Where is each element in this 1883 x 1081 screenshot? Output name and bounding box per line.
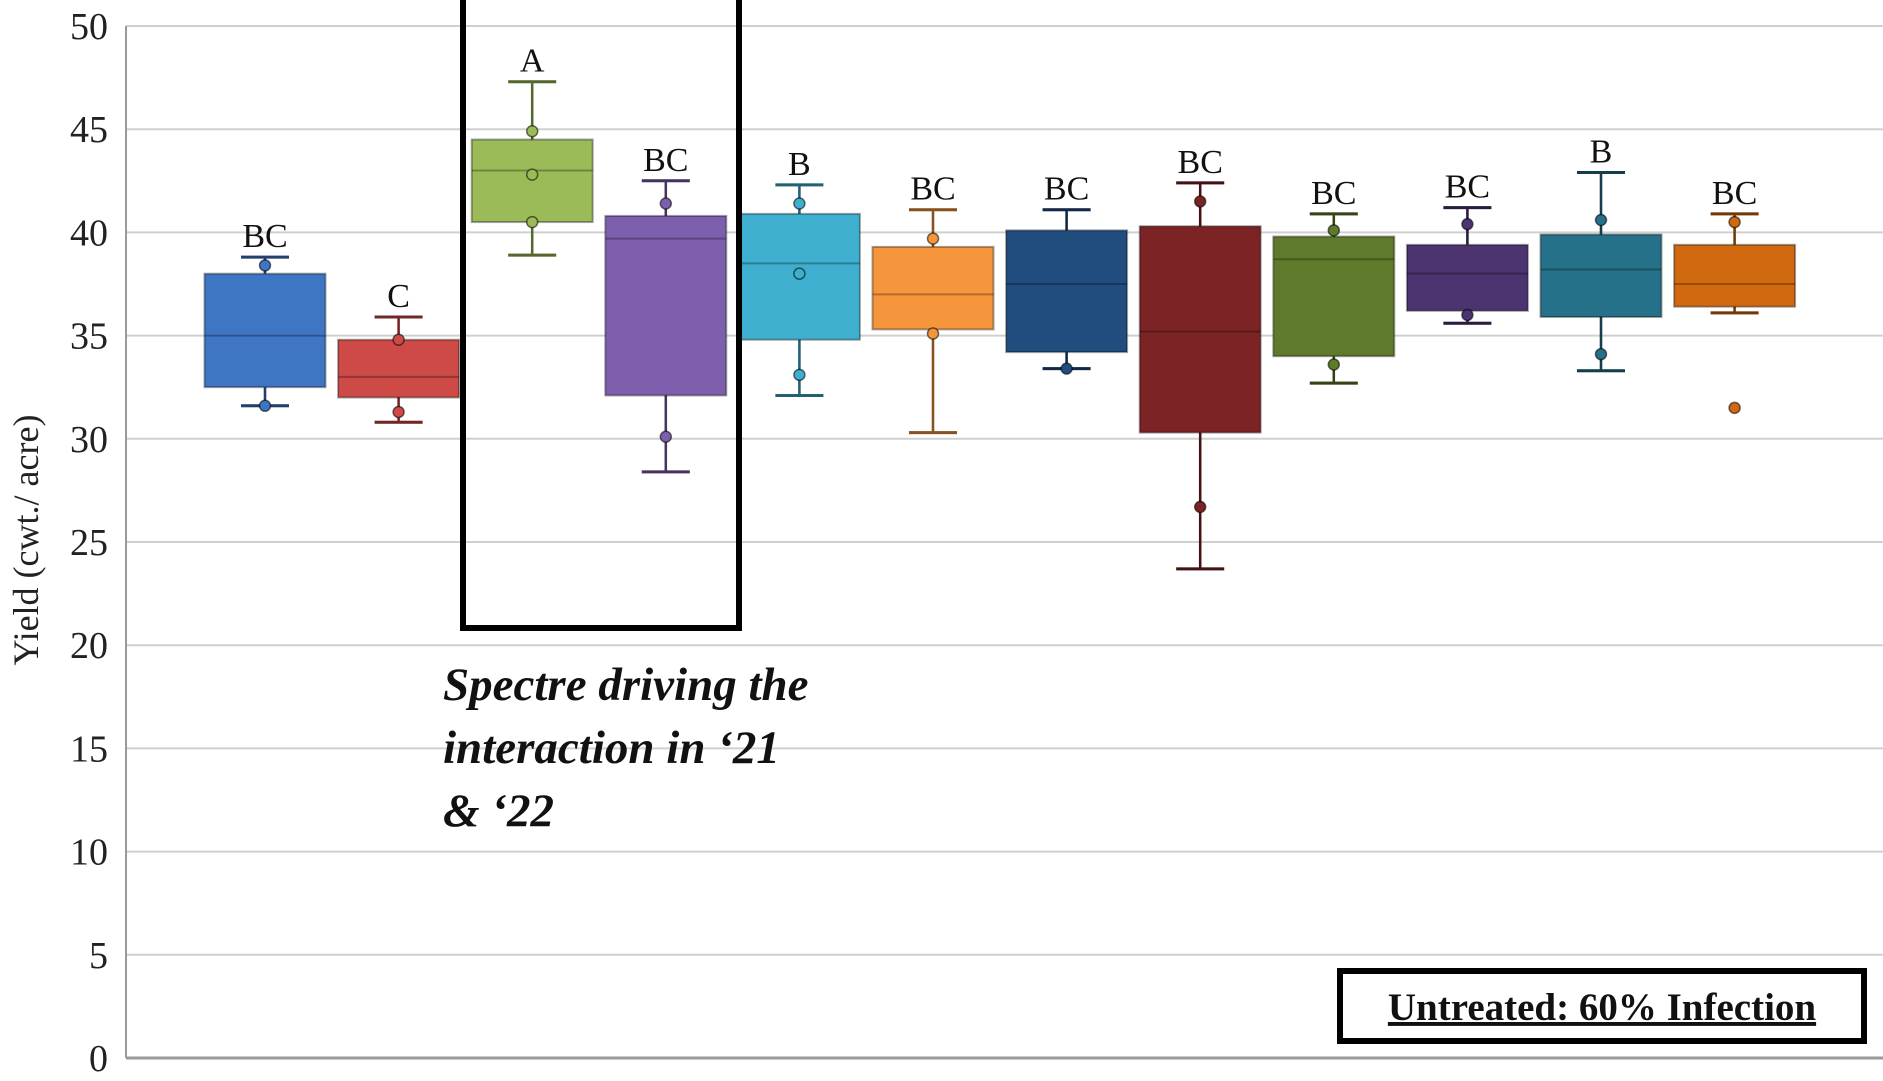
y-axis-ticks: 0 5 10 15 20 25 30 35 40 45 50 xyxy=(70,6,108,1080)
data-point xyxy=(926,327,940,340)
significance-letter: BC xyxy=(1712,175,1757,212)
box-group: BC xyxy=(1138,144,1262,571)
data-point xyxy=(1594,347,1608,361)
box xyxy=(604,214,728,397)
data-point xyxy=(659,197,673,210)
significance-letter: C xyxy=(387,278,410,315)
box-group: BC xyxy=(1405,169,1529,325)
untreated-legend-label: Untreated: 60% Infection xyxy=(1388,986,1817,1029)
box-group: BC xyxy=(871,171,995,435)
y-axis-title: Yield (cwt./ acre) xyxy=(6,415,46,666)
box xyxy=(1405,243,1529,312)
box-group: BC xyxy=(203,218,327,413)
box xyxy=(1539,233,1663,319)
data-point xyxy=(1728,401,1741,415)
data-point xyxy=(525,215,539,229)
data-point xyxy=(392,405,405,419)
y-tick-label: 45 xyxy=(70,109,108,151)
box-group: BC xyxy=(604,142,728,474)
annotation-line-1: Spectre driving the xyxy=(443,659,809,711)
y-tick-label: 15 xyxy=(70,728,108,770)
box xyxy=(337,338,461,399)
data-point xyxy=(258,259,272,272)
highlight-frame xyxy=(460,0,742,631)
box-group: BC xyxy=(1272,175,1396,385)
box xyxy=(1272,235,1396,358)
significance-letter: BC xyxy=(910,171,955,208)
data-point xyxy=(659,430,673,443)
significance-letter: BC xyxy=(1311,175,1356,212)
y-tick-label: 35 xyxy=(70,316,108,358)
annotation-text: Spectre driving the interaction in ‘21 &… xyxy=(443,659,820,837)
data-point xyxy=(525,168,539,181)
box-group: B xyxy=(737,146,861,397)
y-tick-label: 20 xyxy=(70,625,108,667)
data-point xyxy=(793,197,806,210)
y-tick-label: 50 xyxy=(70,6,108,48)
data-point xyxy=(793,368,806,382)
data-point xyxy=(793,267,806,280)
box xyxy=(871,245,995,331)
box-group: BC xyxy=(1005,171,1129,375)
y-tick-label: 30 xyxy=(70,419,108,461)
y-tick-label: 40 xyxy=(70,212,108,254)
data-point xyxy=(1594,213,1608,227)
significance-letter: BC xyxy=(1178,144,1223,181)
box xyxy=(1005,229,1129,354)
untreated-legend-box: Untreated: 60% Infection xyxy=(1337,968,1867,1044)
box-group: BC xyxy=(1673,175,1797,415)
annotation-line-3: & ‘22 xyxy=(443,785,554,837)
data-point xyxy=(926,232,940,245)
significance-letter: B xyxy=(788,146,811,183)
box xyxy=(1673,243,1797,308)
significance-letter: A xyxy=(520,43,545,80)
significance-letter: BC xyxy=(643,142,688,179)
box-group: A xyxy=(470,43,594,257)
significance-letter: BC xyxy=(1044,171,1089,208)
gridlines xyxy=(125,25,1883,1060)
data-point xyxy=(258,399,272,413)
y-tick-label: 5 xyxy=(89,935,108,977)
data-point xyxy=(1728,215,1741,229)
annotation-line-2: interaction in ‘21 xyxy=(443,722,780,774)
y-tick-label: 10 xyxy=(70,832,108,874)
box-group: B xyxy=(1539,134,1663,373)
y-tick-label: 25 xyxy=(70,522,108,564)
data-point xyxy=(1327,224,1341,237)
box-group: C xyxy=(337,278,461,424)
data-point xyxy=(1461,217,1474,231)
data-point xyxy=(1193,195,1207,208)
box xyxy=(1138,225,1262,434)
data-point xyxy=(1461,308,1474,322)
data-point xyxy=(392,333,405,346)
data-point xyxy=(1060,362,1073,375)
data-point xyxy=(525,125,539,138)
significance-letter: BC xyxy=(242,218,287,255)
box xyxy=(203,272,327,389)
data-point xyxy=(1327,358,1341,371)
data-point xyxy=(1193,500,1207,514)
significance-letter: B xyxy=(1590,134,1613,171)
y-tick-label: 0 xyxy=(89,1038,108,1080)
significance-letter: BC xyxy=(1445,169,1490,206)
box-series: BC C A BC B BC BC BC BC BC B BC xyxy=(203,43,1797,571)
